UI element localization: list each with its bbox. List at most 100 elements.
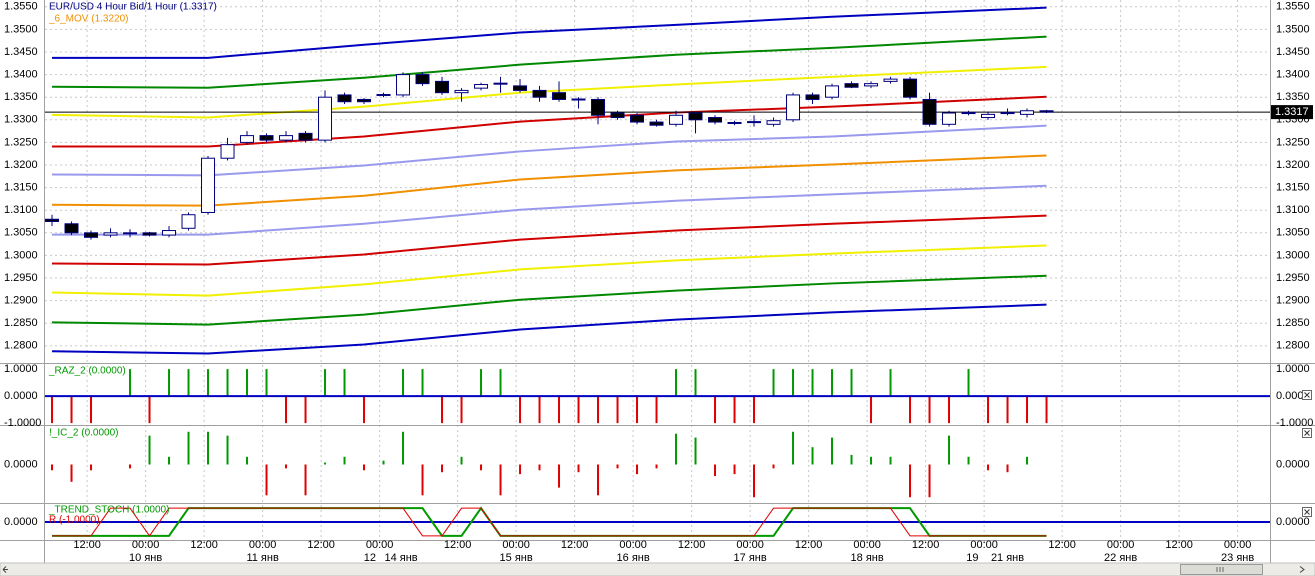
scrollbar[interactable] [0, 562, 1315, 576]
x-tick-label: 12:00 [912, 539, 940, 551]
x-tick-label: 00:00 [736, 539, 764, 551]
candle-body [961, 112, 976, 115]
y-tick-label: 1.3050 [1276, 227, 1310, 239]
y-tick-label: 1.3500 [4, 23, 38, 35]
candle-body [220, 144, 235, 159]
y-tick-label: 1.3200 [4, 159, 38, 171]
candle-body [435, 80, 450, 94]
raz-panel [45, 369, 1270, 424]
date-label: 12 [364, 552, 376, 564]
x-tick-label: 00:00 [502, 539, 530, 551]
candle-body [649, 121, 664, 126]
x-tick-label: 12:00 [561, 539, 589, 551]
y-tick-label: 0.0000 [1276, 390, 1310, 402]
candle-body [415, 74, 430, 85]
candle-body [630, 114, 645, 123]
x-tick-label: 00:00 [970, 539, 998, 551]
candle-body [552, 92, 567, 100]
y-tick-label: 1.3150 [1276, 182, 1310, 194]
candle-body [45, 218, 60, 223]
date-label: 11 янв [246, 552, 279, 564]
x-tick-label: 12:00 [678, 539, 706, 551]
y-tick-label: 0.0000 [4, 390, 38, 402]
candle-body [279, 135, 294, 141]
x-tick-label: 12:00 [444, 539, 472, 551]
close-button[interactable] [1302, 507, 1312, 517]
envelope-line [52, 35, 1047, 89]
candle-body [142, 232, 157, 236]
candle-body [942, 112, 957, 125]
y-tick-label: 1.2950 [4, 272, 38, 284]
x-tick-label: 00:00 [619, 539, 647, 551]
envelope-line [52, 303, 1047, 355]
candle-body [883, 78, 898, 82]
y-tick-label: 1.3100 [4, 204, 38, 216]
y-tick-label: 1.3100 [1276, 204, 1310, 216]
axes [0, 0, 1315, 563]
y-tick-label: 1.3350 [1276, 91, 1310, 103]
x-tick-label: 12:00 [73, 539, 101, 551]
y-tick-label: 1.3550 [1276, 1, 1310, 13]
candle-body [922, 98, 937, 125]
candle-body [747, 121, 762, 124]
y-tick-label: 1.3000 [1276, 249, 1310, 261]
envelope-line [51, 244, 1047, 297]
candle-body [1039, 110, 1054, 113]
candle-body [318, 96, 333, 141]
candle-body [864, 83, 879, 87]
grid [45, 0, 1270, 540]
candle-body [591, 98, 606, 116]
ic-panel [51, 431, 1029, 498]
date-label: 18 янв [851, 552, 884, 564]
legend-entry: R (-1.0000) [49, 515, 100, 526]
candle-body [181, 214, 196, 229]
candle-body [825, 85, 840, 98]
x-tick-label: 00:00 [1107, 539, 1135, 551]
date-label: 19 [966, 552, 978, 564]
x-tick-label: 12:00 [190, 539, 218, 551]
y-tick-label: -1.0000 [4, 417, 41, 429]
y-tick-label: 1.3200 [1276, 159, 1310, 171]
candle-body [474, 84, 489, 89]
y-tick-label: 1.3450 [1276, 46, 1310, 58]
date-label: 16 янв [617, 552, 650, 564]
y-tick-label: 1.3400 [4, 68, 38, 80]
x-tick-label: 00:00 [249, 539, 277, 551]
candle-body [123, 232, 138, 235]
candle-body [103, 232, 118, 236]
date-label: 23 янв [1221, 552, 1254, 564]
candle-body [903, 78, 918, 98]
candle-body [240, 135, 255, 143]
date-label: 22 янв [1104, 552, 1137, 564]
candle-body [64, 223, 79, 234]
y-tick-label: 0.0000 [1276, 516, 1310, 528]
y-tick-label: 1.3400 [1276, 68, 1310, 80]
candle-body [708, 117, 723, 123]
close-button[interactable] [1302, 428, 1312, 438]
y-tick-label: 1.3050 [4, 227, 38, 239]
price-panel [45, 6, 1270, 355]
candle-body [786, 94, 801, 121]
y-tick-label: 1.3550 [4, 1, 38, 13]
y-tick-label: 1.2950 [1276, 272, 1310, 284]
x-tick-label: 12:00 [1048, 539, 1076, 551]
close-button[interactable] [1302, 390, 1312, 400]
x-tick-label: 00:00 [366, 539, 394, 551]
y-tick-label: -1.0000 [1276, 417, 1313, 429]
y-tick-label: 1.2900 [1276, 295, 1310, 307]
y-tick-label: 1.2900 [4, 295, 38, 307]
y-tick-label: 1.3350 [4, 91, 38, 103]
envelope-line [52, 214, 1047, 266]
candle-body [396, 74, 411, 96]
candle-body [493, 82, 508, 85]
candle-body [669, 114, 684, 125]
indicator-name: _RAZ_2 (0.0000) [48, 366, 126, 377]
indicator-line [52, 507, 1047, 537]
candle-body [298, 132, 313, 141]
candle-body [513, 85, 528, 91]
candle-body [688, 112, 703, 121]
y-tick-label: 1.3250 [1276, 136, 1310, 148]
y-tick-label: 1.2800 [4, 340, 38, 352]
